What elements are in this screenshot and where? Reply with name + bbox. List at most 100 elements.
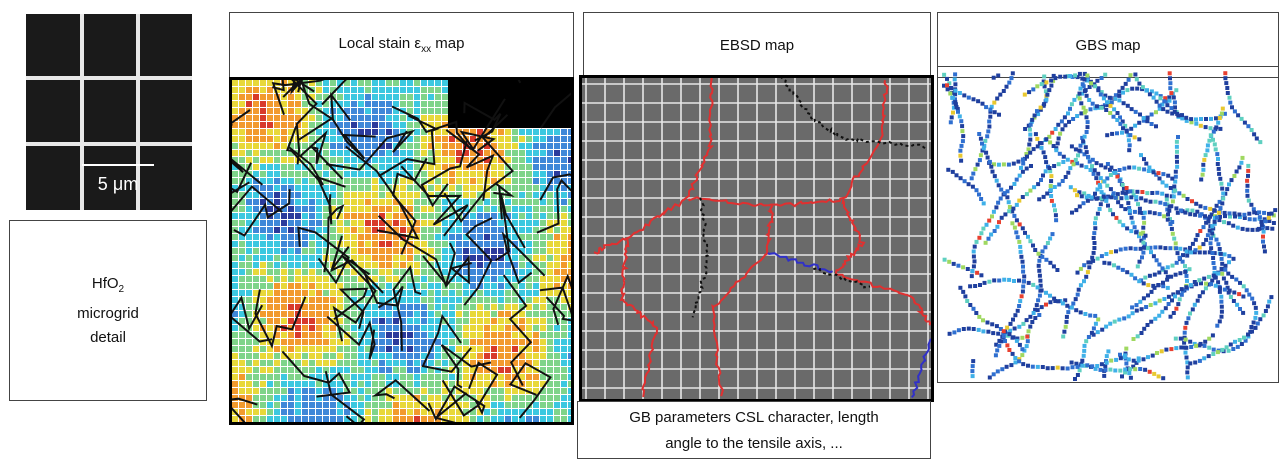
strain-pixel xyxy=(491,346,497,352)
strain-pixel xyxy=(498,164,504,170)
strain-pixel xyxy=(281,157,287,163)
gbs-dot xyxy=(1197,278,1202,283)
gbs-dot xyxy=(1133,72,1138,77)
gbs-dot xyxy=(1061,160,1066,164)
strain-pixel xyxy=(246,381,252,387)
gbs-dot xyxy=(1081,201,1086,206)
gbs-dot xyxy=(985,320,990,325)
strain-pixel xyxy=(379,353,385,359)
gbs-dot xyxy=(1231,223,1236,228)
strain-pixel xyxy=(547,241,553,247)
strain-pixel xyxy=(246,101,252,107)
strain-pixel xyxy=(568,395,571,401)
strain-pixel xyxy=(344,171,350,177)
strain-pixel xyxy=(316,283,322,289)
gbs-dot xyxy=(961,327,966,331)
gbs-dot xyxy=(1038,107,1043,112)
gbs-dot xyxy=(1022,274,1027,279)
strain-pixel xyxy=(288,234,294,240)
strain-pixel xyxy=(330,101,336,107)
strain-pixel xyxy=(295,199,301,205)
gbs-dot xyxy=(1255,321,1260,326)
gbs-dot xyxy=(1206,274,1211,279)
gbs-dot xyxy=(1253,315,1258,320)
strain-pixel xyxy=(400,143,406,149)
strain-pixel xyxy=(246,276,252,282)
gbs-dot xyxy=(978,283,982,287)
gbs-dot xyxy=(1227,182,1231,187)
gbs-dot xyxy=(996,73,1001,78)
strain-pixel xyxy=(351,395,357,401)
gbs-dot xyxy=(1213,283,1218,288)
strain-pixel xyxy=(400,346,406,352)
gbs-dot xyxy=(1090,364,1095,369)
strain-pixel xyxy=(302,164,308,170)
strain-pixel xyxy=(547,283,553,289)
gbs-dot xyxy=(1164,347,1169,352)
strain-pixel xyxy=(435,360,441,366)
grain-boundary xyxy=(392,265,422,351)
strain-pixel xyxy=(533,150,539,156)
grain-boundary xyxy=(834,197,931,326)
strain-pixel xyxy=(505,353,511,359)
strain-pixel xyxy=(435,346,441,352)
gbs-dot xyxy=(1007,205,1012,209)
strain-pixel xyxy=(344,213,350,219)
strain-pixel xyxy=(309,248,315,254)
strain-pixel xyxy=(365,248,371,254)
strain-pixel xyxy=(421,122,427,128)
gbs-dot xyxy=(1232,290,1237,295)
gbs-dot xyxy=(1076,153,1080,158)
gbs-dot xyxy=(1211,273,1216,278)
strain-pixel xyxy=(456,199,462,205)
strain-pixel xyxy=(491,241,497,247)
strain-pixel xyxy=(309,241,315,247)
strain-pixel xyxy=(295,374,301,380)
strain-pixel xyxy=(309,318,315,324)
strain-pixel xyxy=(421,227,427,233)
strain-pixel xyxy=(554,332,560,338)
strain-pixel xyxy=(561,150,567,156)
strain-pixel xyxy=(232,402,238,408)
strain-pixel xyxy=(393,346,399,352)
strain-pixel xyxy=(295,248,301,254)
strain-pixel xyxy=(379,325,385,331)
strain-pixel xyxy=(568,374,571,380)
strain-pixel xyxy=(533,206,539,212)
microgrid-detail-box: HfO2 microgrid detail xyxy=(9,220,207,401)
strain-pixel xyxy=(505,206,511,212)
gbs-dot xyxy=(1004,364,1009,369)
strain-pixel xyxy=(533,269,539,275)
strain-pixel xyxy=(505,332,511,338)
strain-pixel xyxy=(554,171,560,177)
strain-pixel xyxy=(561,311,567,317)
strain-pixel xyxy=(253,227,259,233)
strain-pixel xyxy=(253,192,259,198)
gbs-dot xyxy=(1216,242,1221,247)
gbs-dot xyxy=(1117,317,1122,322)
strain-pixel xyxy=(344,220,350,226)
gbs-dot xyxy=(1147,165,1152,170)
gbs-dot xyxy=(1025,154,1029,159)
strain-pixel xyxy=(463,409,469,415)
strain-pixel xyxy=(435,178,441,184)
gbs-dot xyxy=(1207,345,1212,350)
strain-pixel xyxy=(358,157,364,163)
gbs-dot xyxy=(1239,116,1244,121)
strain-pixel xyxy=(344,185,350,191)
strain-pixel xyxy=(526,213,532,219)
strain-pixel xyxy=(302,325,308,331)
gbs-dot xyxy=(1132,225,1137,230)
strain-pixel xyxy=(239,80,245,86)
strain-pixel xyxy=(491,395,497,401)
strain-pixel xyxy=(400,87,406,93)
gbs-dot xyxy=(1163,306,1168,311)
strain-pixel xyxy=(393,402,399,408)
gbs-dot xyxy=(1145,246,1150,251)
gbs-dot xyxy=(1120,183,1125,187)
strain-pixel xyxy=(421,87,427,93)
gbs-dot xyxy=(1186,316,1191,321)
strain-pixel xyxy=(498,339,504,345)
gbs-dot xyxy=(1087,159,1092,164)
strain-pixel xyxy=(407,395,413,401)
